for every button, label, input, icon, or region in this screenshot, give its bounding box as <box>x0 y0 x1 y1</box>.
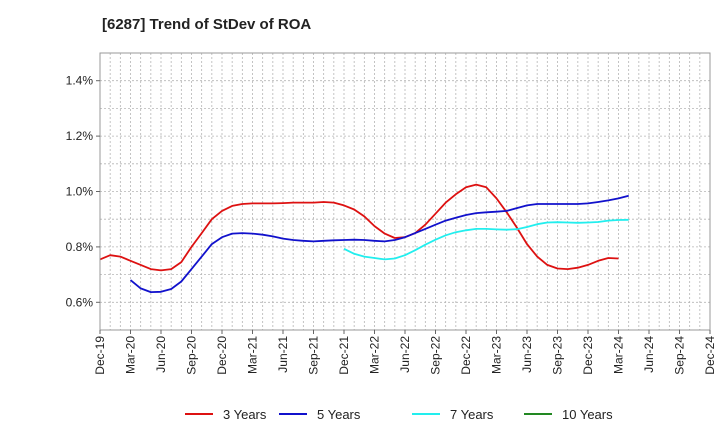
x-tick-label: Mar-20 <box>124 336 138 374</box>
x-tick-label: Sep-23 <box>551 336 565 375</box>
legend-label-5-years: 5 Years <box>317 407 361 422</box>
axis-layer: 0.6% 0.8% 1.0% 1.2% 1.4% Dec-19 Mar-20 Jun-20 Se… <box>66 74 717 375</box>
x-tick-label: Sep-24 <box>673 336 687 375</box>
legend-label-10-years: 10 Years <box>562 407 613 422</box>
legend-label-7-years: 7 Years <box>450 407 494 422</box>
series-line-3-years <box>99 183 619 272</box>
grid-layer <box>100 53 710 330</box>
x-tick-label: Mar-22 <box>368 336 382 374</box>
x-tick-label: Mar-23 <box>490 336 504 374</box>
x-tick-label: Sep-22 <box>429 336 443 375</box>
series-layer <box>99 183 629 293</box>
series-line-7-years <box>343 218 629 261</box>
x-tick-label: Jun-21 <box>276 336 290 373</box>
x-tick-label: Dec-24 <box>703 336 717 375</box>
y-tick-label: 1.0% <box>66 185 94 199</box>
x-tick-label: Dec-20 <box>215 336 229 375</box>
x-tick-label: Dec-22 <box>459 336 473 375</box>
x-tick-label: Jun-24 <box>642 336 656 373</box>
chart-title: [6287] Trend of StDev of ROA <box>102 16 312 33</box>
y-tick-label: 1.2% <box>66 129 94 143</box>
x-tick-label: Sep-21 <box>307 336 321 375</box>
x-tick-label: Dec-21 <box>337 336 351 375</box>
x-tick-label: Sep-20 <box>185 336 199 375</box>
legend: 3 Years 5 Years 7 Years 10 Years <box>185 407 613 422</box>
x-tick-label: Jun-20 <box>154 336 168 373</box>
x-tick-label: Dec-19 <box>93 336 107 375</box>
x-tick-label: Dec-23 <box>581 336 595 375</box>
x-tick-label: Mar-24 <box>612 336 626 374</box>
y-tick-label: 1.4% <box>66 74 94 88</box>
y-tick-label: 0.8% <box>66 240 94 254</box>
x-tick-label: Jun-23 <box>520 336 534 373</box>
y-tick-label: 0.6% <box>66 295 94 309</box>
x-tick-label: Mar-21 <box>246 336 260 374</box>
x-tick-label: Jun-22 <box>398 336 412 373</box>
series-line-5-years <box>129 194 629 293</box>
legend-label-3-years: 3 Years <box>223 407 267 422</box>
